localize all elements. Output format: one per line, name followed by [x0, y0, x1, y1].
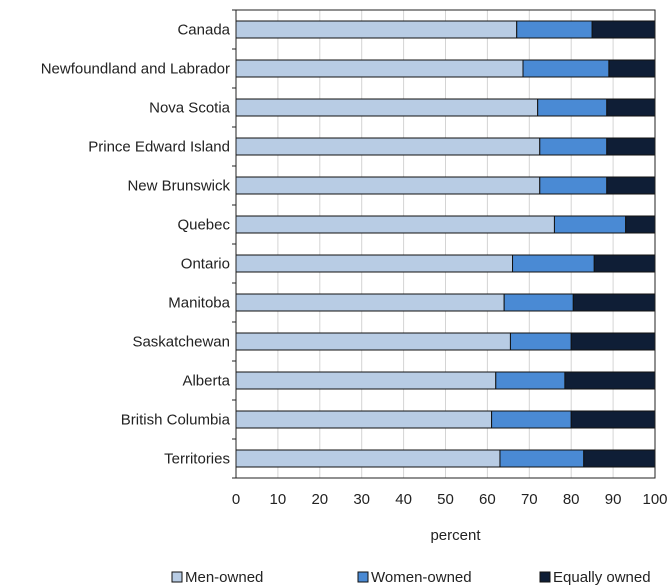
bar-men-owned-ontario	[235, 254, 514, 273]
bar-men-owned-newfoundland-and-labrador	[235, 59, 524, 78]
legend: Men-owned Women-owned Equally owned	[171, 569, 651, 586]
bar-women-owned-nova-scotia	[537, 98, 608, 117]
x-tick-label: 90	[605, 491, 622, 508]
bar-equally-owned-british-columbia	[570, 410, 656, 429]
bar-equally-owned-canada	[591, 20, 656, 39]
category-label-alberta: Alberta	[182, 373, 230, 390]
bar-equally-owned-new-brunswick	[606, 176, 656, 195]
x-tick-label: 70	[521, 491, 538, 508]
bar-equally-owned-prince-edward-island	[606, 137, 656, 156]
category-label-quebec: Quebec	[177, 217, 230, 234]
x-tick-label: 0	[232, 491, 240, 508]
bar-women-owned-british-columbia	[491, 410, 572, 429]
bar-women-owned-saskatchewan	[509, 332, 572, 351]
bar-women-owned-new-brunswick	[539, 176, 608, 195]
category-label-british-columbia: British Columbia	[121, 412, 231, 429]
bar-women-owned-alberta	[495, 371, 566, 390]
x-tick-label: 60	[479, 491, 496, 508]
bar-women-owned-ontario	[512, 254, 595, 273]
bar-women-owned-prince-edward-island	[539, 137, 608, 156]
bar-men-owned-quebec	[235, 215, 555, 234]
category-label-newfoundland-and-labrador: Newfoundland and Labrador	[41, 61, 230, 78]
bar-women-owned-quebec	[553, 215, 627, 234]
bar-equally-owned-alberta	[564, 371, 656, 390]
legend-label: Women-owned	[371, 569, 472, 586]
legend-swatch	[539, 571, 551, 583]
category-label-manitoba: Manitoba	[168, 295, 230, 312]
category-label-territories: Territories	[164, 451, 230, 468]
x-axis-title: percent	[430, 527, 481, 544]
x-tick-label: 20	[311, 491, 328, 508]
bar-equally-owned-nova-scotia	[606, 98, 656, 117]
bar-equally-owned-manitoba	[572, 293, 656, 312]
bar-equally-owned-ontario	[593, 254, 656, 273]
bar-men-owned-nova-scotia	[235, 98, 539, 117]
legend-item-equally-owned: Equally owned	[539, 569, 651, 586]
category-label-new-brunswick: New Brunswick	[127, 178, 230, 195]
bar-equally-owned-territories	[583, 449, 656, 468]
bars	[235, 20, 656, 468]
legend-label: Equally owned	[553, 569, 651, 586]
x-tick-label: 80	[563, 491, 580, 508]
bar-men-owned-british-columbia	[235, 410, 493, 429]
bar-equally-owned-quebec	[625, 215, 656, 234]
x-tick-label: 30	[353, 491, 370, 508]
category-label-saskatchewan: Saskatchewan	[132, 334, 230, 351]
category-label-ontario: Ontario	[181, 256, 230, 273]
bar-men-owned-territories	[235, 449, 501, 468]
gridlines	[235, 10, 656, 478]
category-labels: Canada Newfoundland and Labrador Nova Scot…	[41, 22, 231, 468]
legend-swatch	[171, 571, 183, 583]
x-tick-label: 10	[270, 491, 287, 508]
bar-women-owned-newfoundland-and-labrador	[522, 59, 610, 78]
x-tick-label: 100	[642, 491, 667, 508]
bar-women-owned-canada	[516, 20, 593, 39]
legend-swatch	[357, 571, 369, 583]
legend-item-men-owned: Men-owned	[171, 569, 263, 586]
x-tick-labels: 0 10 20 30 40 50 60 70 80 90 100	[232, 491, 668, 508]
bar-men-owned-prince-edward-island	[235, 137, 541, 156]
category-label-canada: Canada	[177, 22, 230, 39]
bar-women-owned-manitoba	[503, 293, 574, 312]
bar-men-owned-alberta	[235, 371, 497, 390]
category-label-prince-edward-island: Prince Edward Island	[88, 139, 230, 156]
plot-frame	[232, 9, 656, 479]
bar-men-owned-saskatchewan	[235, 332, 511, 351]
x-tick-label: 50	[437, 491, 454, 508]
bar-women-owned-territories	[499, 449, 585, 468]
x-tick-label: 40	[395, 491, 412, 508]
legend-label: Men-owned	[185, 569, 263, 586]
legend-item-women-owned: Women-owned	[357, 569, 472, 586]
bar-men-owned-manitoba	[235, 293, 505, 312]
bar-men-owned-canada	[235, 20, 518, 39]
bar-equally-owned-newfoundland-and-labrador	[608, 59, 656, 78]
category-label-nova-scotia: Nova Scotia	[149, 100, 231, 117]
bar-equally-owned-saskatchewan	[570, 332, 656, 351]
bar-men-owned-new-brunswick	[235, 176, 541, 195]
